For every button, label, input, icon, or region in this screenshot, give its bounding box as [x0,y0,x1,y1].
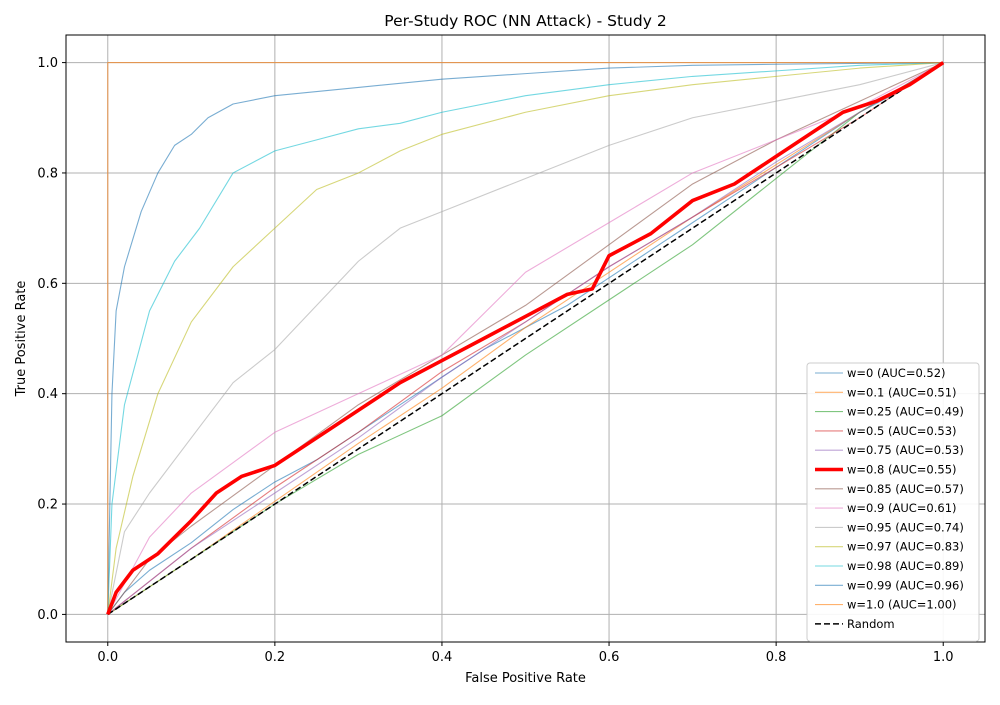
series-line-0 [107,62,944,615]
y-tick-label: 0.4 [37,387,58,402]
series-line-7 [107,62,944,615]
series-line-5 [106,61,945,616]
series-line-6 [107,62,944,615]
x-axis-label: False Positive Rate [465,671,586,686]
x-tick-label: 0.6 [599,650,620,665]
series-line-8 [107,62,944,615]
legend-label: w=0.95 (AUC=0.74) [847,520,964,534]
y-tick-label: 0.2 [37,498,58,513]
legend-label: w=0.1 (AUC=0.51) [847,385,957,399]
y-tick-label: 0.0 [37,608,58,623]
x-tick-label: 0.0 [97,650,118,665]
legend-label: w=0.25 (AUC=0.49) [847,405,964,419]
x-tick-label: 0.4 [432,650,453,665]
legend-label: w=0.8 (AUC=0.55) [847,463,957,477]
y-axis-label: True Positive Rate [14,281,29,398]
series-line-12 [107,62,944,615]
y-tick-label: 0.6 [37,277,58,292]
legend-label: w=0.98 (AUC=0.89) [847,559,964,573]
series-line-9 [107,62,944,615]
grid-lines [66,35,985,642]
legend-label: w=0.99 (AUC=0.96) [847,578,964,592]
series-line-13 [107,61,944,616]
legend-label: w=0.5 (AUC=0.53) [847,424,957,438]
y-tick-label: 0.8 [37,166,58,181]
x-tick-label: 0.2 [265,650,286,665]
series-line-11 [107,62,944,615]
plot-frame [65,34,986,643]
x-tick-label: 0.8 [766,650,787,665]
legend-label: Random [847,617,895,631]
legend-label: w=0 (AUC=0.52) [847,366,946,380]
legend-label: w=0.75 (AUC=0.53) [847,443,964,457]
legend-label: w=0.9 (AUC=0.61) [847,501,957,515]
chart-title: Per-Study ROC (NN Attack) - Study 2 [384,12,666,30]
legend: w=0 (AUC=0.52) w=0.1 (AUC=0.51) w=0.25 (AU… [806,362,980,642]
x-tick-label: 1.0 [933,650,954,665]
y-tick-label: 1.0 [37,56,58,71]
series-line-4 [107,62,944,615]
axis-ticks: 0.0 0.2 0.4 0.6 0.8 1.0 0.0 0.2 0.4 0.6 0.8 1.0 [37,56,953,665]
legend-label: w=1.0 (AUC=1.00) [847,598,957,612]
series-line-10 [107,62,944,615]
legend-label: w=0.97 (AUC=0.83) [847,540,964,554]
legend-label: w=0.85 (AUC=0.57) [847,482,964,496]
series-lines [106,61,945,616]
legend-box [806,362,980,642]
